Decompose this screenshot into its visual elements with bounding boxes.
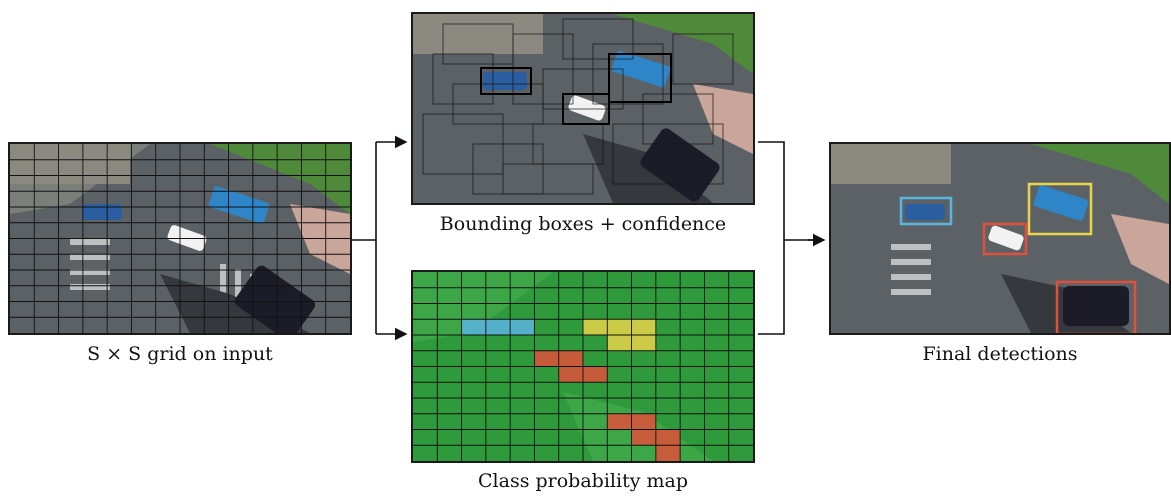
input-image-panel: [8, 142, 352, 335]
red-class-cell: [534, 350, 559, 367]
final-detections-panel: [829, 142, 1171, 335]
red-class-cell: [631, 413, 656, 430]
input-grid: [10, 144, 350, 333]
yellow-class-cell: [631, 335, 656, 351]
yellow-class-cell: [583, 319, 608, 335]
car-white-shape: [167, 225, 207, 251]
red-class-cell: [583, 366, 608, 383]
red-class-cell: [558, 350, 583, 367]
class-map-caption: Class probability map: [478, 470, 688, 492]
red-class-cell: [655, 445, 681, 461]
final-caption: Final detections: [922, 343, 1078, 365]
red-class-cell: [655, 429, 681, 446]
red-class-cell: [631, 429, 656, 446]
bus-shape: [208, 186, 270, 224]
blue-class-cell: [461, 319, 486, 335]
bounding-boxes-panel: [411, 12, 755, 205]
yellow-class-cell: [607, 335, 632, 351]
detection-box-dark-car: [1055, 280, 1137, 333]
blue-class-cell: [510, 319, 535, 335]
blue-class-cell: [485, 319, 511, 335]
candidate-boxes: [422, 18, 734, 195]
detection-box-white-car: [982, 222, 1028, 256]
class-probability-panel: [411, 270, 755, 463]
merge-connector: [758, 141, 820, 335]
detection-box-blue-car: [899, 196, 953, 226]
split-connector: [352, 142, 377, 334]
red-class-cell: [607, 413, 632, 430]
yellow-class-cell: [607, 319, 632, 335]
class-map-grid: [413, 272, 753, 461]
yellow-class-cell: [631, 319, 656, 335]
car-blue-shape: [82, 204, 122, 220]
detection-box-bus: [1027, 182, 1093, 236]
confident-boxes: [480, 53, 672, 125]
red-class-cell: [558, 366, 583, 383]
class-cells: [461, 319, 681, 461]
input-caption: S × S grid on input: [87, 343, 273, 365]
bounding-boxes-caption: Bounding boxes + confidence: [439, 213, 727, 235]
